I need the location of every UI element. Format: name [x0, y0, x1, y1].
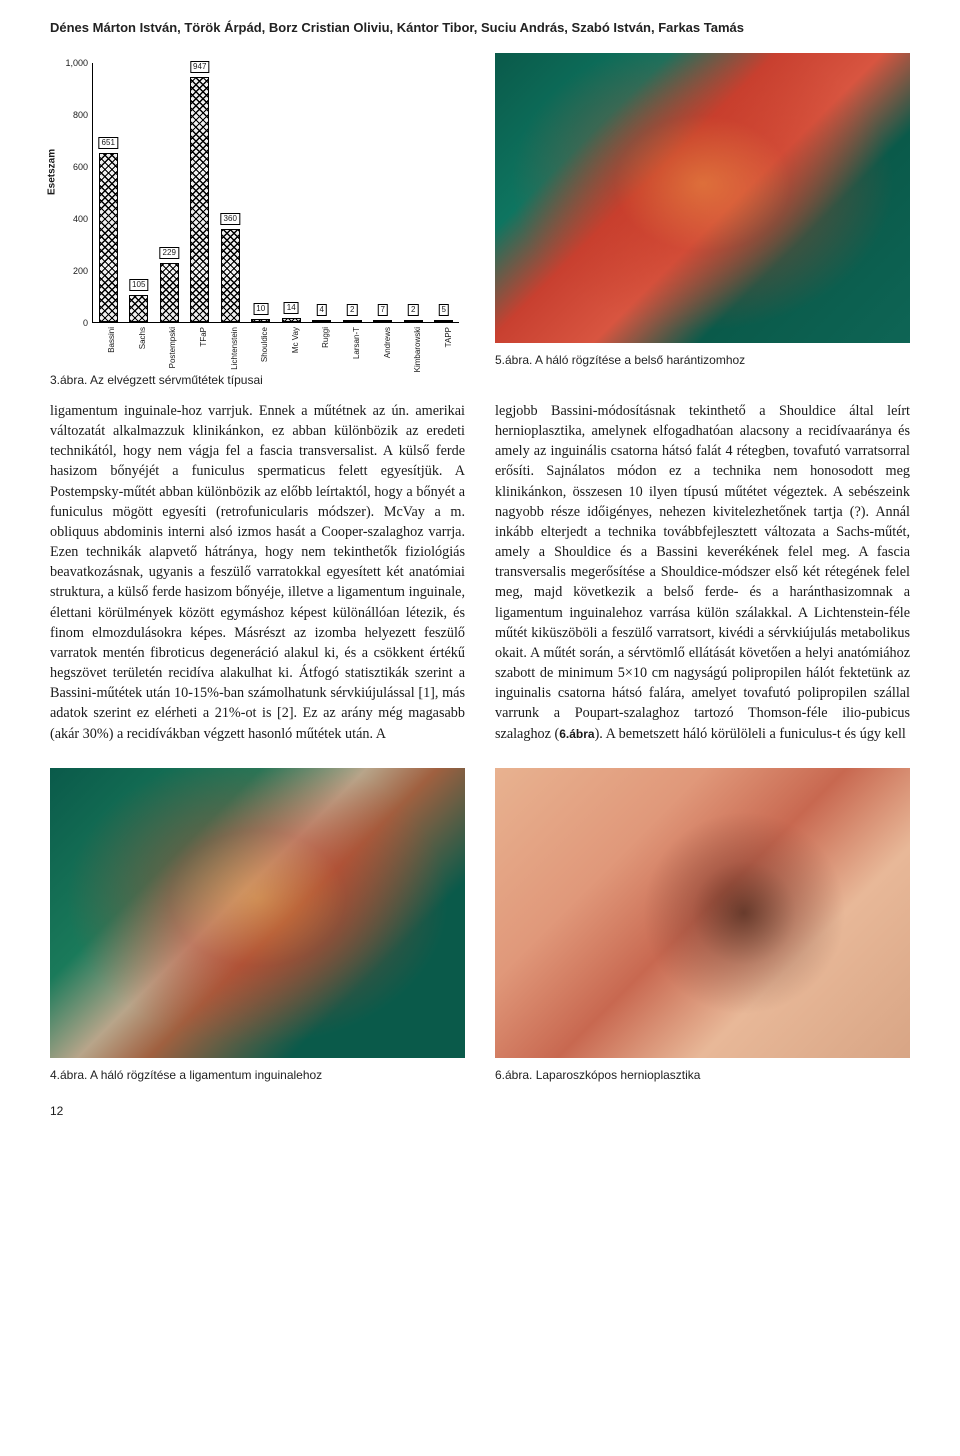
x-tick-label: Bassini	[107, 327, 116, 353]
x-tick-label: Shouldice	[260, 327, 269, 362]
chart-bar: 4	[312, 320, 331, 322]
x-tick-label: Sachs	[138, 327, 147, 349]
x-tick-label: TFaP	[199, 327, 208, 347]
top-figure-row: Esetszam 02004006008001,000 651105229947…	[50, 53, 910, 387]
left-column: ligamentum inguinale-hoz varrjuk. Ennek …	[50, 401, 465, 744]
y-tick: 800	[73, 110, 88, 120]
body-columns: ligamentum inguinale-hoz varrjuk. Ennek …	[50, 401, 910, 744]
figure-6-caption: 6.ábra. Laparoszkópos hernioplasztika	[495, 1068, 910, 1082]
figure-5: 5.ábra. A háló rögzítése a belső haránti…	[495, 53, 910, 387]
surgical-photo-5	[495, 53, 910, 343]
y-axis-ticks: 02004006008001,000	[62, 63, 90, 323]
bar-value-label: 105	[129, 279, 148, 291]
bar-value-label: 651	[99, 137, 118, 149]
bar-value-label: 947	[190, 61, 209, 73]
x-axis-labels: BassiniSachsPostempskiTFaPLichtensteinSh…	[92, 325, 459, 363]
bar-value-label: 2	[408, 304, 418, 316]
inline-figure-ref-6: 6.ábra	[559, 727, 594, 741]
y-tick: 0	[83, 318, 88, 328]
x-tick-label: Kimbarowski	[413, 327, 422, 372]
right-column-text-a: legjobb Bassini-módosításnak tekinthető …	[495, 403, 910, 742]
figure-3: Esetszam 02004006008001,000 651105229947…	[50, 53, 465, 387]
chart-bar: 105	[129, 295, 148, 322]
surgical-photo-4	[50, 768, 465, 1058]
y-tick: 400	[73, 214, 88, 224]
x-tick-label: Ruggi	[321, 327, 330, 348]
chart-plot-area: 651105229947360101442725	[92, 63, 459, 323]
chart-bar: 7	[373, 320, 392, 322]
bar-value-label: 229	[160, 247, 179, 259]
chart-bar: 5	[434, 320, 453, 322]
chart-bar: 229	[160, 263, 179, 322]
bar-value-label: 14	[284, 302, 299, 314]
figure-3-caption: 3.ábra. Az elvégzett sérvműtétek típusai	[50, 373, 465, 387]
bar-value-label: 10	[253, 303, 268, 315]
x-tick-label: Andrews	[383, 327, 392, 358]
y-tick: 200	[73, 266, 88, 276]
bar-value-label: 4	[317, 304, 327, 316]
y-tick: 1,000	[65, 58, 88, 68]
chart-bar: 360	[221, 229, 240, 322]
chart-bar: 2	[343, 320, 362, 322]
right-column: legjobb Bassini-módosításnak tekinthető …	[495, 401, 910, 744]
x-tick-label: TAPP	[444, 327, 453, 347]
bar-value-label: 2	[347, 304, 357, 316]
figure-4: 4.ábra. A háló rögzítése a ligamentum in…	[50, 768, 465, 1082]
chart-bar: 947	[190, 77, 209, 322]
chart-bar: 651	[99, 153, 118, 322]
x-tick-label: Mc Vay	[291, 327, 300, 353]
right-column-text-b: ). A bemetszett háló körülöleli a funicu…	[595, 726, 906, 742]
bar-value-label: 7	[378, 304, 388, 316]
y-axis-label: Esetszam	[47, 149, 58, 195]
bar-chart: Esetszam 02004006008001,000 651105229947…	[50, 53, 465, 363]
bottom-figure-row: 4.ábra. A háló rögzítése a ligamentum in…	[50, 768, 910, 1082]
bar-value-label: 5	[439, 304, 449, 316]
chart-bar: 10	[251, 319, 270, 322]
figure-4-caption: 4.ábra. A háló rögzítése a ligamentum in…	[50, 1068, 465, 1082]
y-tick: 600	[73, 162, 88, 172]
page-number: 12	[50, 1104, 910, 1118]
authors-header: Dénes Márton István, Török Árpád, Borz C…	[50, 20, 910, 35]
x-tick-label: Postempski	[168, 327, 177, 368]
surgical-photo-6	[495, 768, 910, 1058]
x-tick-label: Larsan-T	[352, 327, 361, 359]
chart-bar: 14	[282, 318, 301, 322]
figure-5-caption: 5.ábra. A háló rögzítése a belső haránti…	[495, 353, 910, 367]
figure-6: 6.ábra. Laparoszkópos hernioplasztika	[495, 768, 910, 1082]
x-tick-label: Lichtenstein	[230, 327, 239, 370]
chart-bar: 2	[404, 320, 423, 322]
bar-value-label: 360	[221, 213, 240, 225]
